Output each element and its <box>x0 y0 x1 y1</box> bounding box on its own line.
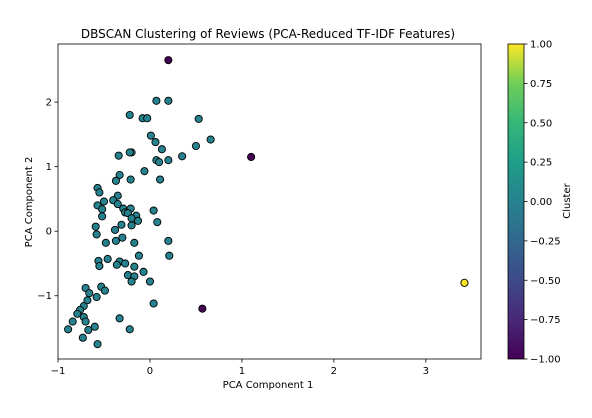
x-tick-label: 0 <box>147 366 153 377</box>
colorbar-tick-label: 0.25 <box>530 158 552 169</box>
y-axis-label: PCA Component 2 <box>24 157 35 248</box>
colorbar: −1.00 −0.75 −0.50 −0.25 0.00 0.25 0.50 0.75 1.00 <box>507 40 561 366</box>
data-point <box>83 296 92 305</box>
data-point <box>130 262 139 271</box>
data-point <box>98 212 107 221</box>
data-point <box>130 238 139 247</box>
colorbar-tick-label: 0.50 <box>530 118 552 129</box>
data-point <box>247 152 256 162</box>
x-axis-label: PCA Component 1 <box>223 380 314 391</box>
data-point <box>164 56 173 65</box>
data-point <box>156 175 165 184</box>
data-point <box>84 325 93 335</box>
data-point <box>178 152 187 161</box>
data-point <box>146 131 155 140</box>
plot-frame <box>57 43 482 360</box>
data-point <box>460 278 469 287</box>
colorbar-gradient <box>507 43 525 360</box>
data-point <box>194 114 203 123</box>
data-point <box>81 317 90 326</box>
x-tick-label: 2 <box>331 366 337 377</box>
data-point <box>113 200 122 209</box>
data-point <box>157 145 166 154</box>
colorbar-tick-label: −1.00 <box>530 355 561 366</box>
data-point <box>191 141 200 151</box>
data-point <box>118 233 127 242</box>
data-point <box>133 216 143 225</box>
chart-title: DBSCAN Clustering of Reviews (PCA-Reduce… <box>81 27 455 41</box>
x-tick-label: −1 <box>51 366 66 377</box>
data-point <box>101 238 110 247</box>
data-point <box>151 138 160 147</box>
data-point <box>100 286 109 295</box>
data-point <box>139 267 148 276</box>
data-point <box>93 340 102 349</box>
x-tick-label: 3 <box>423 366 429 377</box>
data-point <box>111 176 120 185</box>
colorbar-tick-label: −0.50 <box>530 276 561 287</box>
data-point <box>78 333 87 342</box>
plot-area <box>57 43 482 360</box>
data-point <box>152 96 161 105</box>
data-point <box>121 259 130 268</box>
data-point <box>90 322 99 331</box>
y-tick-label: 0 <box>46 227 52 238</box>
data-point <box>85 289 94 298</box>
data-point <box>126 175 135 184</box>
data-point <box>127 221 136 230</box>
data-point <box>149 299 158 308</box>
y-axis: −1 0 1 2 <box>37 98 58 302</box>
data-point <box>98 205 107 214</box>
data-point <box>165 251 174 260</box>
colorbar-tick-label: 1.00 <box>530 40 552 51</box>
data-point <box>115 170 124 180</box>
data-point <box>149 206 158 215</box>
data-point <box>140 167 149 176</box>
y-tick-label: −1 <box>37 291 52 302</box>
colorbar-tick-label: 0.00 <box>530 197 552 208</box>
data-point <box>112 260 121 269</box>
data-point <box>92 292 101 302</box>
data-point <box>114 151 123 160</box>
data-point <box>111 236 120 245</box>
data-point <box>145 277 155 286</box>
data-point <box>125 325 134 334</box>
colorbar-label: Cluster <box>562 182 573 218</box>
data-point <box>123 271 132 280</box>
y-tick-label: 2 <box>46 98 52 109</box>
data-point <box>134 251 143 260</box>
data-point <box>125 110 134 120</box>
data-point <box>64 325 73 334</box>
data-point <box>164 96 173 105</box>
x-axis: −1 0 1 2 3 <box>51 359 429 377</box>
data-point <box>198 304 207 313</box>
y-tick-label: 1 <box>46 162 52 173</box>
data-point <box>92 230 101 239</box>
data-point <box>95 188 104 197</box>
data-point <box>155 158 164 167</box>
data-point <box>153 218 162 227</box>
data-point <box>99 197 109 206</box>
data-point <box>110 225 120 234</box>
data-point <box>125 148 134 157</box>
x-tick-label: 1 <box>239 366 245 377</box>
points-layer <box>64 56 469 349</box>
data-point <box>117 220 126 229</box>
data-point <box>91 222 100 231</box>
data-point <box>103 254 112 264</box>
colorbar-tick-label: −0.75 <box>530 315 561 326</box>
colorbar-tick-label: 0.75 <box>530 79 552 90</box>
data-point <box>127 277 136 286</box>
data-point <box>115 314 124 323</box>
data-point <box>68 317 77 326</box>
data-point <box>206 135 215 144</box>
data-point <box>143 114 152 123</box>
data-point <box>164 236 173 245</box>
colorbar-tick-label: −0.25 <box>530 236 561 247</box>
data-point <box>164 156 173 165</box>
data-point <box>95 261 104 271</box>
data-point <box>73 309 82 318</box>
